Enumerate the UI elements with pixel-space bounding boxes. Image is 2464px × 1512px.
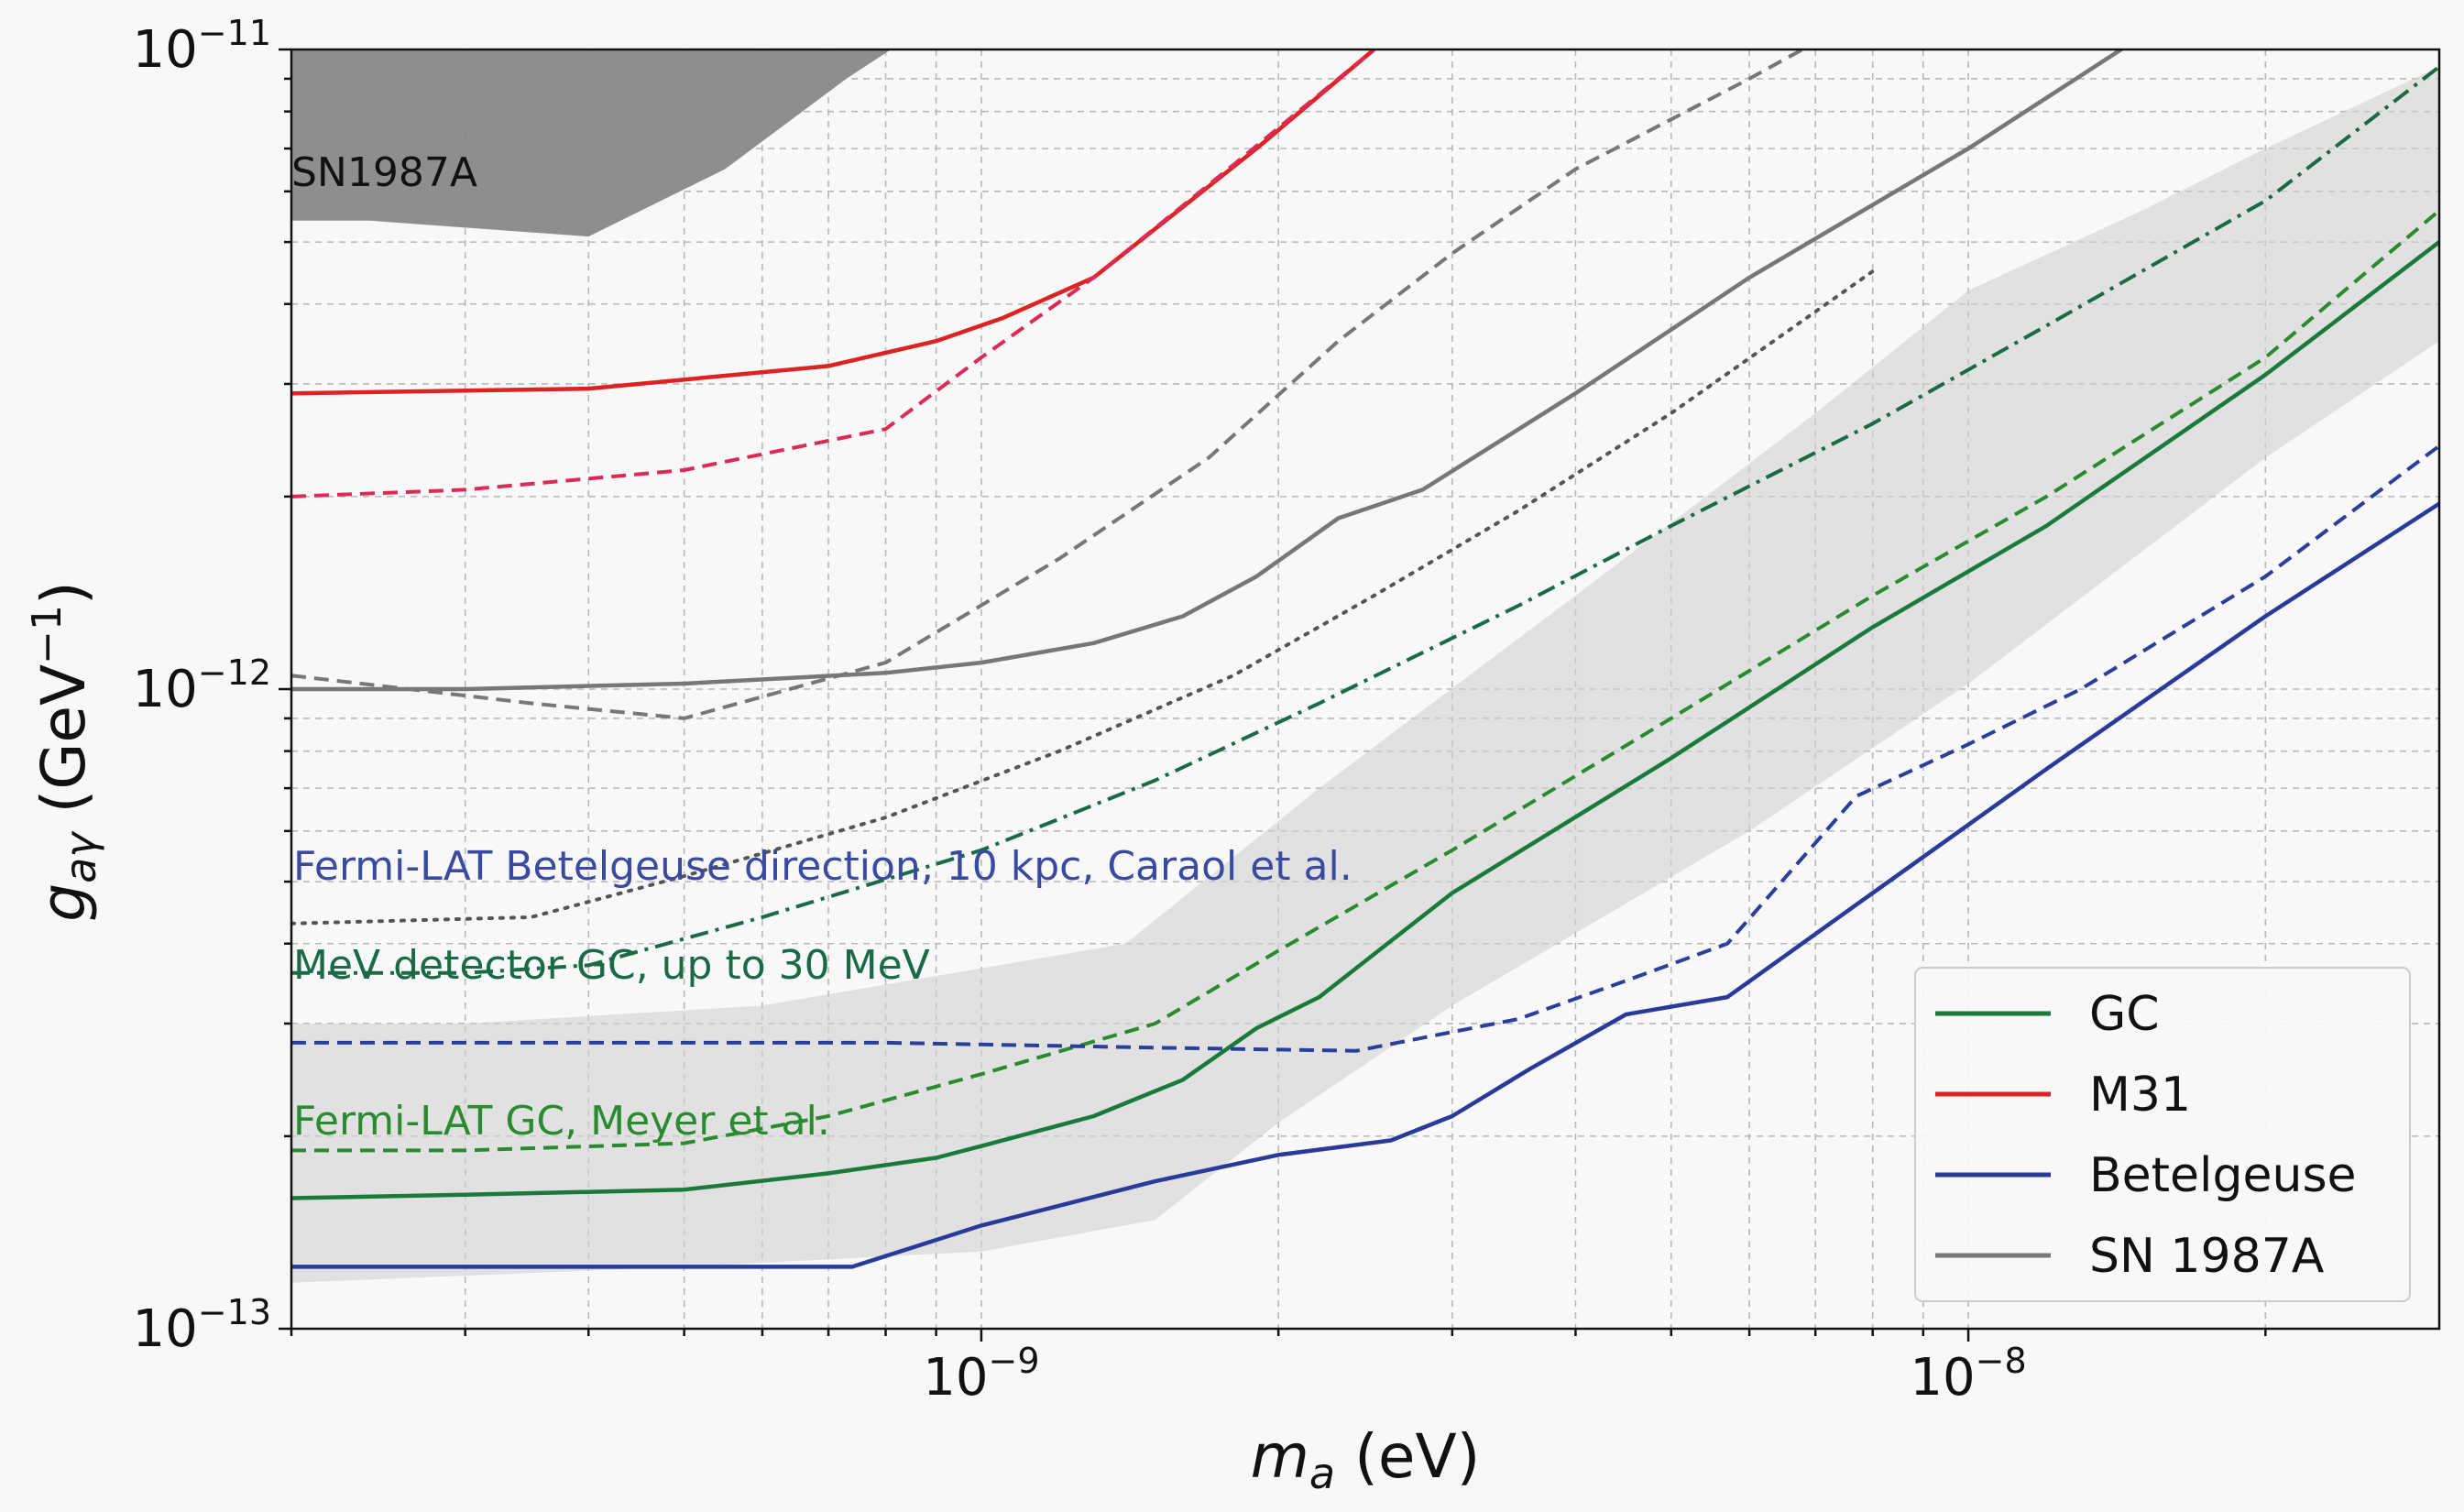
x-axis-label: ma (eV): [1251, 1421, 1481, 1498]
annotation-fermi-gc-meyer: Fermi-LAT GC, Meyer et al.: [293, 1098, 830, 1145]
axis-ticks: 10−9 10−8 10−11 10−12 10−13: [133, 13, 2267, 1408]
y-tick-label: 10−11: [133, 13, 271, 80]
shaded-regions: [291, 49, 2439, 1283]
legend-label: M31: [2089, 1068, 2191, 1123]
series-gc-solid: [291, 240, 2439, 1200]
series-sn-1987a-solid: [291, 49, 2126, 692]
legend-label: SN 1987A: [2089, 1229, 2325, 1284]
legend-label: GC: [2089, 987, 2160, 1042]
x-tick-label: 10−9: [923, 1341, 1039, 1408]
series-gc-dashdot: [291, 65, 2439, 975]
annotations: SN1987A Fermi-LAT Betelgeuse direction, …: [291, 149, 1352, 1145]
legend-box: [1914, 967, 2411, 1302]
series-m31-dashed: [291, 49, 1375, 499]
y-axis-label: gaγ (GeV−1): [24, 581, 105, 922]
region-sn1987a: [291, 49, 912, 237]
legend-label: Betelgeuse: [2089, 1148, 2357, 1203]
y-tick-label: 10−13: [133, 1292, 271, 1359]
annotation-fermi-betelgeuse: Fermi-LAT Betelgeuse direction, 10 kpc, …: [293, 843, 1352, 890]
y-tick-label: 10−12: [133, 652, 271, 719]
series-sn-1987a-dashed: [291, 49, 1807, 720]
legend: GC M31 Betelgeuse SN 1987A: [1914, 967, 2411, 1302]
series-m31-solid: [291, 49, 1375, 396]
region-gc-band: [291, 66, 2439, 1283]
series-lines: [291, 49, 2439, 1269]
x-tick-label: 10−8: [1910, 1341, 2026, 1408]
series-betelgeuse-solid: [291, 501, 2439, 1269]
annotation-sn1987a-region: SN1987A: [291, 149, 477, 196]
series-gc-dashed: [291, 209, 2439, 1153]
series-betelgeuse-dotted: [291, 269, 1875, 926]
annotation-mev-detector-gc: MeV detector GC, up to 30 MeV: [293, 942, 930, 989]
